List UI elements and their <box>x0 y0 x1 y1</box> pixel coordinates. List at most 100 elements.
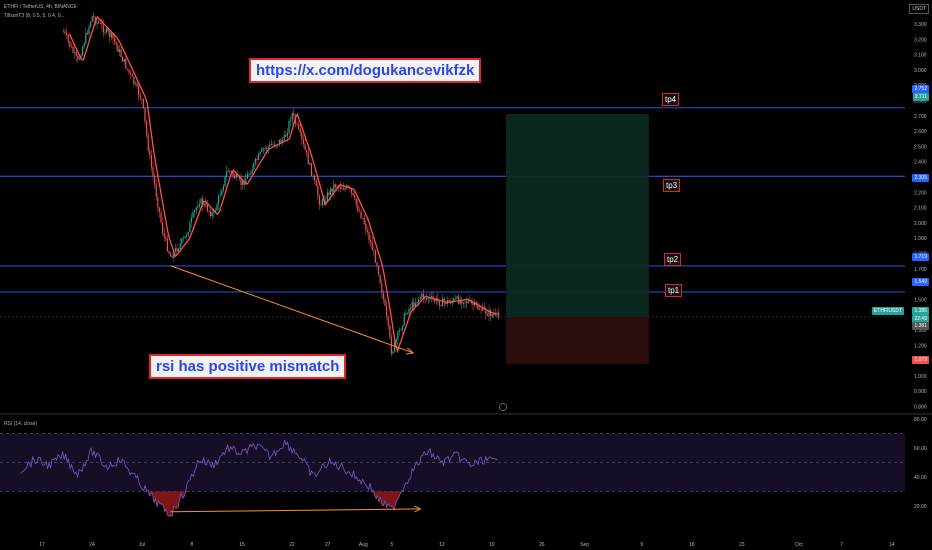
price-label-stop: 1.079 <box>912 356 929 364</box>
candle-body <box>248 174 250 175</box>
candle-body <box>360 211 362 219</box>
candle-body <box>411 301 413 309</box>
candle-body <box>82 46 84 56</box>
candle-body <box>480 309 482 311</box>
candle-body <box>339 186 341 189</box>
candle-body <box>181 238 183 244</box>
candle-body <box>395 339 397 342</box>
candle-body <box>491 314 493 317</box>
candle-body <box>200 198 202 204</box>
symbol-price-tag: ETHFIUSDT <box>871 307 904 315</box>
price-tick-label: 1.000 <box>914 374 927 380</box>
price-tick-label: 0.900 <box>914 389 927 395</box>
candle-body <box>122 56 124 62</box>
x-tick-label: 15 <box>239 542 245 548</box>
candle-body <box>309 163 311 165</box>
candle-body <box>325 200 327 202</box>
x-tick-label: Aug <box>359 542 368 548</box>
x-tick-label: 16 <box>689 542 695 548</box>
candle-body <box>173 251 175 259</box>
candle-body <box>288 121 290 133</box>
replay-icon <box>499 403 507 411</box>
symbol-title: ETHFI / TetherUS, 4h, BINANCE <box>4 4 77 10</box>
tillson-t3-line <box>68 15 498 354</box>
candle-body <box>174 248 177 252</box>
candle-body <box>229 170 231 172</box>
candle-body <box>374 250 377 263</box>
candle-body <box>368 231 370 241</box>
x-tick-label: 23 <box>739 542 745 548</box>
candle-body <box>154 175 156 185</box>
candle-body <box>350 188 353 194</box>
candle-body <box>376 262 378 267</box>
candle-body <box>168 251 170 254</box>
rsi-tick-label: 60.00 <box>914 446 927 452</box>
candle-body <box>242 180 244 186</box>
price-tick-label: 1.700 <box>914 267 927 273</box>
candle-body <box>157 196 159 208</box>
candle-body <box>421 293 423 298</box>
candle-body <box>86 32 89 35</box>
candle-body <box>485 309 487 314</box>
candle-body <box>197 206 199 208</box>
candle-body <box>251 169 253 174</box>
candle-body <box>322 198 324 206</box>
candle-body <box>261 148 263 152</box>
candle-body <box>347 185 349 187</box>
candle-body <box>430 296 433 298</box>
price-tick-label: 1.900 <box>914 236 927 242</box>
candle-body <box>382 293 385 300</box>
candle-body <box>224 175 226 187</box>
x-tick-label: 14 <box>889 542 895 548</box>
price-tick-label: 2.200 <box>914 190 927 196</box>
candle-body <box>186 235 188 237</box>
candle-body <box>67 35 69 42</box>
candle-body <box>194 210 196 213</box>
candle-body <box>213 210 215 213</box>
candle-body <box>445 301 447 304</box>
price-tick-label: 2.400 <box>914 160 927 166</box>
candle-body <box>269 144 271 147</box>
candle-body <box>363 218 365 224</box>
rsi-line <box>20 439 498 518</box>
candle-body <box>285 135 287 137</box>
candle-body <box>232 171 234 176</box>
candle-body <box>160 212 162 223</box>
price-label-tp4: 2.752 <box>912 85 929 93</box>
candle-body <box>106 28 108 33</box>
candle-body <box>205 203 207 205</box>
price-series <box>62 12 500 357</box>
candle-body <box>334 184 337 187</box>
candle-body <box>424 298 426 300</box>
currency-badge[interactable]: USDT <box>909 4 929 14</box>
candle-body <box>126 68 129 70</box>
candle-body <box>318 195 321 205</box>
candle-body <box>234 175 236 179</box>
candle-body <box>152 167 154 176</box>
candle-body <box>115 41 117 46</box>
candle-body <box>262 148 265 150</box>
candle-body <box>78 58 81 60</box>
note-callout: rsi has positive mismatch <box>149 354 347 379</box>
candle-body <box>314 176 316 181</box>
stop-zone <box>506 317 649 364</box>
candle-body <box>123 59 125 62</box>
rsi-title: RSI (14, close) <box>4 421 38 427</box>
x-tick-label: 7 <box>840 542 843 548</box>
candle-body <box>398 329 401 332</box>
candle-body <box>373 250 375 251</box>
candle-body <box>354 195 356 199</box>
candle-body <box>315 180 317 187</box>
candle-body <box>210 211 212 217</box>
candle-body <box>158 207 161 213</box>
candle-body <box>80 55 82 59</box>
rsi-trend-arrowhead <box>414 505 422 513</box>
tp1-label: tp1 <box>665 284 683 297</box>
candle-body <box>362 218 364 220</box>
tp4-label: tp4 <box>662 93 680 106</box>
candle-body <box>378 266 380 276</box>
price-tick-label: 3.300 <box>914 22 927 28</box>
candle-body <box>266 148 268 150</box>
candle-body <box>333 184 335 192</box>
